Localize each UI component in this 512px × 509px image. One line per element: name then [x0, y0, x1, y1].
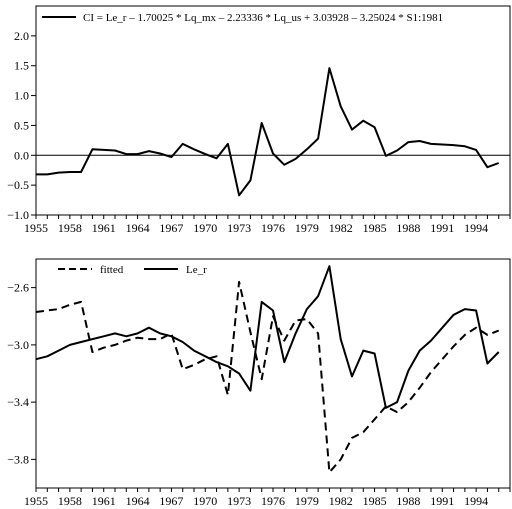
bottom-y-axis: −3.8 −3.4 −3.0 −2.6: [7, 281, 36, 466]
x-tick-label: 1964: [126, 221, 150, 235]
x-tick-label: 1994: [464, 494, 488, 508]
bottom-series-group: [35, 265, 500, 474]
x-tick-label: 1982: [329, 494, 353, 508]
x-tick-label: 1955: [24, 494, 48, 508]
bottom-legend: fitted Le_r: [58, 264, 207, 276]
bottom-x-axis: 1955 1958 1961 1964 1967 1970 1973 1976 1979 1982…: [24, 488, 511, 508]
x-tick-label: 1985: [363, 494, 387, 508]
series-line-le-r: [35, 265, 500, 409]
y-tick-label: 2.0: [14, 29, 29, 43]
y-tick-label: −3.0: [7, 338, 29, 352]
bottom-chart-panel: −3.8 −3.4 −3.0 −2.6 1955 1958 1961 1964 1967 197…: [7, 258, 511, 508]
top-x-axis: 1955 1958 1961 1964 1967 1970 1973 1976 1979 1982…: [24, 215, 511, 235]
legend-le-r-label: Le_r: [186, 264, 207, 276]
top-legend-ci-label: CI = Le_r – 1.70025 * Lq_mx – 2.23336 * …: [83, 12, 443, 24]
x-tick-label: 1973: [227, 221, 251, 235]
x-tick-label: 1988: [396, 221, 420, 235]
series-line-ci: [36, 67, 500, 197]
y-tick-label: −3.4: [7, 395, 29, 409]
x-tick-label: 1973: [227, 494, 251, 508]
x-tick-label: 1967: [159, 221, 183, 235]
y-tick-label: −0.5: [7, 178, 29, 192]
x-tick-label: 1994: [464, 221, 488, 235]
y-tick-label: 1.0: [14, 89, 29, 103]
x-tick-label: 1982: [329, 221, 353, 235]
top-legend: CI = Le_r – 1.70025 * Lq_mx – 2.23336 * …: [42, 12, 443, 24]
x-tick-label: 1958: [58, 221, 82, 235]
top-y-axis: −1.0 −0.5 0.0 0.5 1.0 1.5 2.0: [7, 29, 36, 222]
x-tick-label: 1961: [92, 494, 116, 508]
top-chart-panel: −1.0 −0.5 0.0 0.5 1.0 1.5 2.0 1955 1958 1961 1964…: [7, 5, 511, 235]
top-plot-frame: [35, 5, 511, 216]
x-tick-label: 1958: [58, 494, 82, 508]
x-tick-label: 1976: [261, 494, 285, 508]
x-tick-label: 1970: [193, 221, 217, 235]
x-tick-label: 1991: [430, 494, 454, 508]
x-tick-label: 1964: [126, 494, 150, 508]
x-tick-label: 1988: [396, 494, 420, 508]
y-tick-label: 1.5: [14, 59, 29, 73]
x-tick-label: 1955: [24, 221, 48, 235]
x-tick-label: 1979: [295, 494, 319, 508]
y-tick-label: 0.0: [14, 148, 29, 162]
legend-fitted-label: fitted: [100, 264, 124, 276]
y-tick-label: −3.8: [7, 452, 29, 466]
x-tick-label: 1991: [430, 221, 454, 235]
x-tick-label: 1979: [295, 221, 319, 235]
x-tick-label: 1976: [261, 221, 285, 235]
series-line-fitted: [35, 280, 500, 474]
x-tick-label: 1961: [92, 221, 116, 235]
x-tick-label: 1967: [159, 494, 183, 508]
x-tick-label: 1970: [193, 494, 217, 508]
x-tick-label: 1985: [363, 221, 387, 235]
y-tick-label: 0.5: [14, 118, 29, 132]
y-tick-label: −1.0: [7, 208, 29, 222]
top-series-group: [36, 67, 500, 197]
y-tick-label: −2.6: [7, 281, 29, 295]
bottom-plot-frame: [35, 258, 511, 489]
